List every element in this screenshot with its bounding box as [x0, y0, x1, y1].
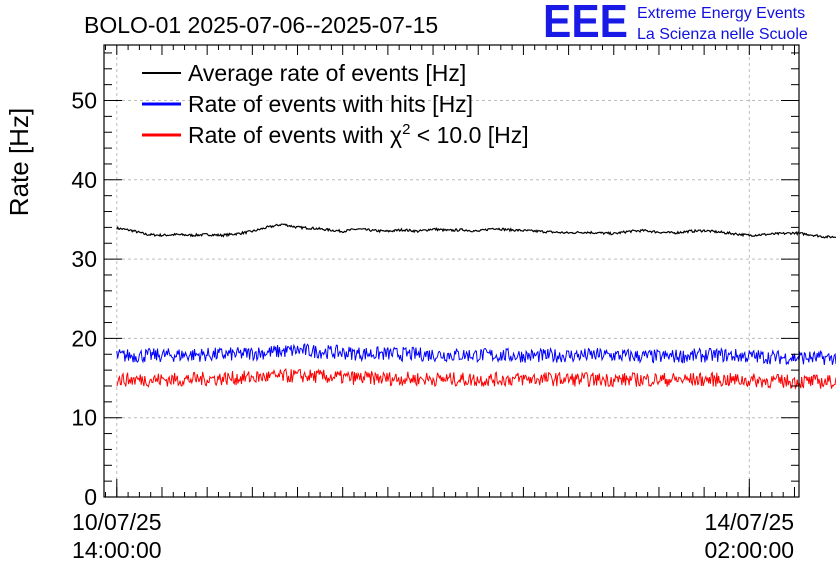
series-line-2	[116, 367, 836, 390]
series-layer	[116, 223, 836, 390]
legend-label-average: Average rate of events [Hz]	[188, 60, 466, 86]
logo-line-2: La Scienza nelle Scuole	[637, 26, 808, 43]
legend-label-hits: Rate of events with hits [Hz]	[188, 91, 473, 117]
y-axis-label: Rate [Hz]	[4, 108, 34, 216]
y-tick-label-10: 10	[71, 405, 97, 431]
series-line-1	[116, 343, 836, 366]
y-tick-label-30: 30	[71, 246, 97, 272]
x-tick-time-0: 14:00:00	[72, 537, 162, 563]
legend: Average rate of events [Hz] Rate of even…	[142, 60, 529, 148]
series-line-0	[116, 223, 836, 239]
y-tick-label-0: 0	[84, 484, 97, 510]
y-tick-label-40: 40	[71, 167, 97, 193]
y-tick-label-50: 50	[71, 88, 97, 114]
eee-logo: EEE Extreme Energy Events La Scienza nel…	[543, 0, 808, 47]
x-tick-date-0: 10/07/25	[72, 509, 162, 535]
logo-letters: EEE	[543, 0, 628, 47]
x-tick-time-1: 02:00:00	[705, 537, 795, 563]
legend-label-chi2: Rate of events with χ2 < 10.0 [Hz]	[188, 121, 529, 148]
grid-layer	[104, 45, 799, 497]
x-tick-date-1: 14/07/25	[705, 509, 795, 535]
chart-title: BOLO-01 2025-07-06--2025-07-15	[84, 12, 438, 38]
y-tick-label-20: 20	[71, 325, 97, 351]
logo-line-1: Extreme Energy Events	[637, 5, 805, 22]
plot-frame	[103, 44, 800, 498]
